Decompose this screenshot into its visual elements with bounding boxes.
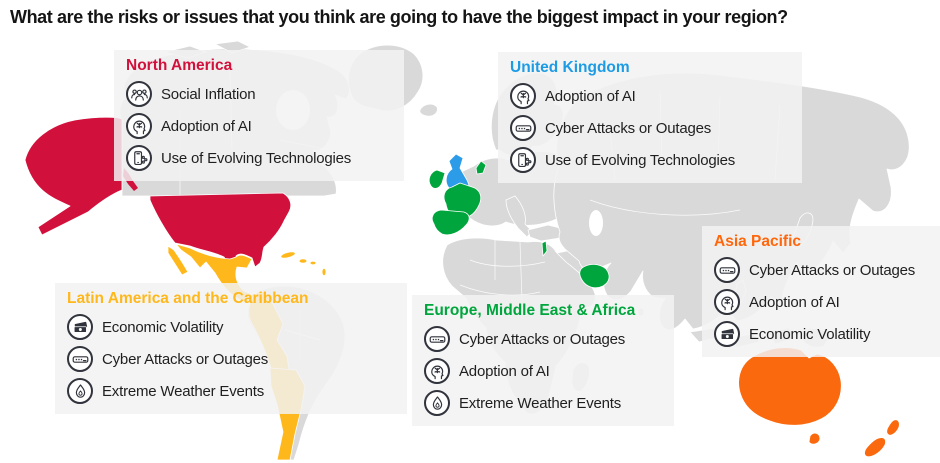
risk-label: Extreme Weather Events	[459, 394, 622, 412]
risk-label: Extreme Weather Events	[102, 382, 265, 400]
economic-volatility-icon	[714, 321, 740, 347]
region-callout-asia-pacific: Asia Pacific Cyber Attacks or Outages Ado…	[702, 226, 940, 357]
social-inflation-icon	[126, 81, 152, 107]
risk-item: Social Inflation	[126, 78, 394, 110]
cyber-attacks-icon	[510, 115, 536, 141]
risk-label: Adoption of AI	[545, 87, 636, 105]
economic-volatility-icon	[67, 314, 93, 340]
risk-label: Cyber Attacks or Outages	[102, 350, 269, 368]
map-region-ireland	[428, 169, 446, 189]
region-risk-list: Cyber Attacks or Outages Adoption of AI Ec…	[714, 254, 940, 350]
region-risk-list: Cyber Attacks or Outages Adoption of AI Ex…	[424, 323, 664, 419]
risk-label: Cyber Attacks or Outages	[749, 261, 916, 279]
map-region-iberia	[431, 209, 470, 236]
map-region-alaska	[24, 116, 123, 236]
risk-item: Adoption of AI	[126, 110, 394, 142]
map-region-usa	[149, 192, 292, 271]
risk-item: Cyber Attacks or Outages	[510, 112, 792, 144]
region-title: United Kingdom	[510, 59, 630, 76]
risk-label: Use of Evolving Technologies	[161, 149, 352, 167]
extreme-weather-icon	[67, 378, 93, 404]
map-region-baja-california	[167, 245, 189, 276]
risk-label: Adoption of AI	[459, 362, 550, 380]
region-callout-united-kingdom: United Kingdom Adoption of AI Cyber Attac…	[498, 52, 802, 183]
page-title: What are the risks or issues that you th…	[10, 7, 788, 27]
map-region-iceland	[419, 103, 438, 117]
map-region-australia	[738, 347, 842, 426]
risk-item: Adoption of AI	[424, 355, 664, 387]
risk-item: Adoption of AI	[510, 80, 792, 112]
risk-label: Cyber Attacks or Outages	[459, 330, 626, 348]
extreme-weather-icon	[424, 390, 450, 416]
cyber-attacks-icon	[424, 326, 450, 352]
risk-item: Economic Volatility	[67, 311, 397, 343]
risk-item: Use of Evolving Technologies	[510, 144, 792, 176]
risk-label: Adoption of AI	[161, 117, 252, 135]
risk-item: Extreme Weather Events	[67, 375, 397, 407]
adoption-of-ai-icon	[126, 113, 152, 139]
risk-label: Use of Evolving Technologies	[545, 151, 736, 169]
risk-item: Cyber Attacks or Outages	[67, 343, 397, 375]
map-region-new-zealand	[864, 419, 900, 458]
map-region-denmark	[475, 160, 487, 175]
adoption-of-ai-icon	[510, 83, 536, 109]
risk-item: Extreme Weather Events	[424, 387, 664, 419]
risk-item: Use of Evolving Technologies	[126, 142, 394, 174]
map-region-israel	[541, 240, 548, 257]
risk-item: Cyber Attacks or Outages	[424, 323, 664, 355]
risk-item: Economic Volatility	[714, 318, 940, 350]
adoption-of-ai-icon	[424, 358, 450, 384]
risk-label: Social Inflation	[161, 85, 256, 103]
map-region-caribbean-islands	[281, 252, 326, 276]
region-callout-emea: Europe, Middle East & Africa Cyber Attac…	[412, 295, 674, 426]
region-risk-list: Economic Volatility Cyber Attacks or Outa…	[67, 311, 397, 407]
region-callout-latin-america: Latin America and the Caribbean Economic…	[55, 283, 407, 414]
evolving-technologies-icon	[126, 145, 152, 171]
cyber-attacks-icon	[67, 346, 93, 372]
region-risk-list: Adoption of AI Cyber Attacks or Outages Us…	[510, 80, 792, 176]
map-region-tasmania	[808, 432, 821, 445]
map-caspian-sea	[589, 210, 603, 236]
region-risk-list: Social Inflation Adoption of AI Use of Evo…	[126, 78, 394, 174]
adoption-of-ai-icon	[714, 289, 740, 315]
region-callout-north-america: North America Social Inflation Adoption o…	[114, 50, 404, 181]
risk-label: Economic Volatility	[749, 325, 871, 343]
risk-label: Adoption of AI	[749, 293, 840, 311]
region-title: Europe, Middle East & Africa	[424, 302, 636, 319]
region-title: North America	[126, 57, 233, 74]
risk-item: Cyber Attacks or Outages	[714, 254, 940, 286]
evolving-technologies-icon	[510, 147, 536, 173]
map-region-oman-uae	[579, 263, 610, 289]
cyber-attacks-icon	[714, 257, 740, 283]
risk-label: Economic Volatility	[102, 318, 224, 336]
region-title: Latin America and the Caribbean	[67, 290, 309, 307]
risk-item: Adoption of AI	[714, 286, 940, 318]
region-title: Asia Pacific	[714, 233, 802, 250]
risk-label: Cyber Attacks or Outages	[545, 119, 712, 137]
